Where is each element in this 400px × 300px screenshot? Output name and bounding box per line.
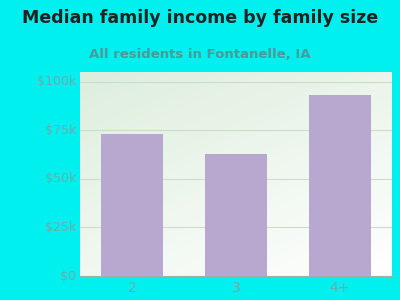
Bar <box>309 95 371 276</box>
Text: $50k: $50k <box>45 172 76 185</box>
Bar <box>205 154 267 276</box>
Text: $25k: $25k <box>45 221 76 234</box>
Text: $0: $0 <box>60 269 76 283</box>
Text: Median family income by family size: Median family income by family size <box>22 9 378 27</box>
Text: $100k: $100k <box>37 75 76 88</box>
Text: All residents in Fontanelle, IA: All residents in Fontanelle, IA <box>89 48 311 61</box>
Bar <box>101 134 163 276</box>
Text: $75k: $75k <box>45 124 76 137</box>
